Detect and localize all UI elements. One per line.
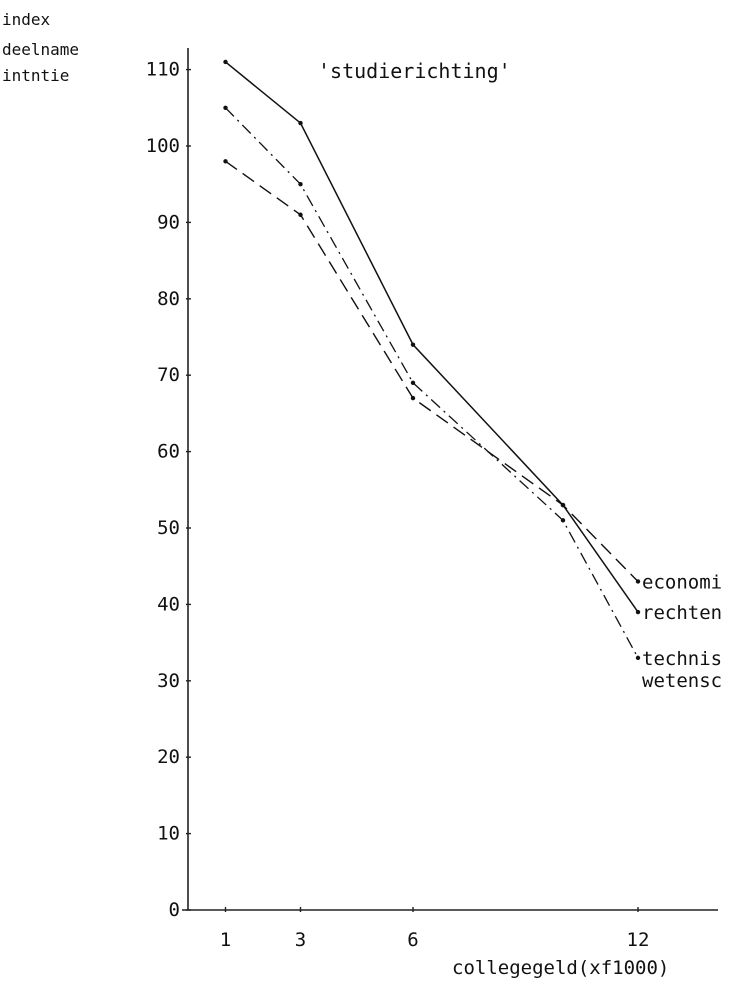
series-line-technis-wetensc xyxy=(225,107,639,659)
y-tick-label-20: 20 xyxy=(157,746,180,768)
y-tick-label-110: 110 xyxy=(146,59,180,81)
y-tick-label-80: 80 xyxy=(157,288,180,310)
data-point-technis-wetensc-6 xyxy=(410,380,416,386)
y-ticks: 0 10 20 30 40 50 60 70 80 90 100 110 xyxy=(146,59,191,921)
data-point-rechten-1 xyxy=(223,59,228,65)
y-tick-label-10: 10 xyxy=(157,823,180,845)
y-tick-label-30: 30 xyxy=(157,670,180,692)
series-line-economi xyxy=(225,160,639,582)
y-axis-title-line-2: deelname xyxy=(2,40,79,59)
data-point-economi-1 xyxy=(223,159,228,164)
y-tick-label-50: 50 xyxy=(157,517,180,539)
data-point-technis-wetensc-12 xyxy=(635,655,641,661)
series-label-technis-wetensc-1: technis xyxy=(642,648,722,670)
data-point-rechten-10 xyxy=(560,502,566,508)
x-tick-label-3: 3 xyxy=(295,929,306,951)
y-axis-title-line-1: index xyxy=(2,10,51,29)
series-line-rechten xyxy=(225,61,639,613)
y-tick-label-0: 0 xyxy=(169,899,180,921)
data-point-economi-3 xyxy=(298,212,303,217)
series-label-economi: economi xyxy=(642,571,722,593)
x-tick-label-1: 1 xyxy=(220,929,231,951)
data-point-rechten-6 xyxy=(410,342,416,347)
data-point-economi-12 xyxy=(635,579,641,584)
y-tick-label-100: 100 xyxy=(146,135,180,157)
chart-title: 'studierichting' xyxy=(318,59,511,83)
data-point-technis-wetensc-10 xyxy=(560,518,566,523)
x-axis-title: collegegeld(xf1000) xyxy=(452,957,669,979)
data-point-rechten-3 xyxy=(298,120,303,126)
data-point-technis-wetensc-1 xyxy=(223,105,228,111)
x-tick-label-12: 12 xyxy=(627,929,650,951)
series-label-rechten: rechten xyxy=(642,602,722,624)
data-point-economi-6 xyxy=(410,395,416,401)
x-tick-label-6: 6 xyxy=(407,929,418,951)
y-tick-label-70: 70 xyxy=(157,364,180,386)
series-lines xyxy=(223,59,641,661)
x-ticks: 1 3 6 12 xyxy=(220,907,650,951)
data-point-rechten-12 xyxy=(635,609,641,615)
y-tick-label-40: 40 xyxy=(157,593,180,615)
y-axis-title: index deelname intntie xyxy=(2,10,79,85)
y-tick-label-60: 60 xyxy=(157,441,180,463)
data-point-technis-wetensc-3 xyxy=(298,182,303,187)
y-tick-label-90: 90 xyxy=(157,211,180,233)
y-axis-title-line-3: intntie xyxy=(2,66,69,85)
series-label-technis-wetensc-2: wetensc xyxy=(642,670,722,692)
